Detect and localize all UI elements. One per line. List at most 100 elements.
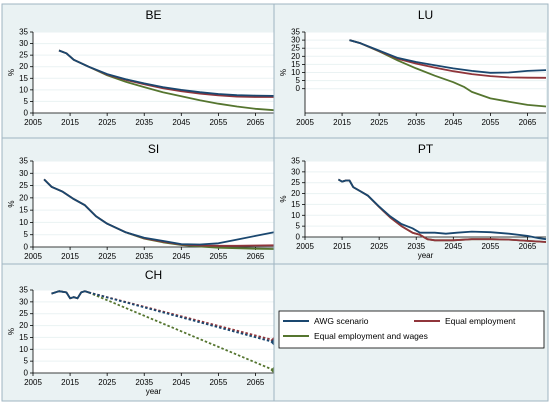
y-axis-label: %: [7, 69, 16, 76]
series-line: [58, 49, 275, 97]
plot-area: [33, 32, 274, 113]
x-tick-label: 2025: [98, 252, 116, 261]
y-tick-label: 25: [19, 181, 28, 190]
x-tick-label: 2005: [296, 118, 314, 127]
x-tick-label: 2065: [247, 118, 265, 127]
panel-title: CH: [145, 268, 162, 282]
x-tick-label: 2045: [172, 118, 190, 127]
x-tick-label: 2025: [98, 118, 116, 127]
y-tick-label: 15: [19, 333, 28, 342]
y-tick-label: 15: [19, 206, 28, 215]
y-tick-label: 5: [296, 222, 301, 231]
plot-area: [33, 161, 274, 247]
y-tick-label: 20: [19, 62, 28, 71]
x-tick-label: 2065: [247, 252, 265, 261]
y-tick-label: 35: [19, 157, 28, 166]
x-tick-label: 2025: [370, 242, 388, 251]
y-tick-label: 10: [291, 211, 300, 220]
y-tick-label: 10: [19, 218, 28, 227]
x-tick-label: 2055: [481, 242, 499, 251]
y-tick-label: 5: [296, 76, 301, 85]
x-tick-label: 2045: [444, 242, 462, 251]
x-tick-label: 2015: [61, 118, 79, 127]
x-axis-label: year: [418, 251, 434, 260]
x-tick-label: 2045: [172, 252, 190, 261]
y-tick-label: 30: [19, 39, 28, 48]
y-tick-label: 35: [19, 28, 28, 37]
y-tick-label: 0: [296, 84, 301, 93]
x-tick-label: 2055: [209, 252, 227, 261]
y-tick-label: 35: [19, 286, 28, 295]
x-tick-label: 2015: [333, 118, 351, 127]
x-tick-label: 2035: [135, 378, 153, 387]
x-tick-label: 2015: [333, 242, 351, 251]
y-tick-label: 10: [291, 68, 300, 77]
y-axis-label: %: [279, 195, 288, 202]
x-tick-label: 2035: [135, 252, 153, 261]
series-line: [43, 178, 275, 246]
y-tick-label: 10: [19, 85, 28, 94]
projection-line: [88, 291, 275, 344]
x-tick-label: 2045: [172, 378, 190, 387]
y-tick-label: 5: [24, 230, 29, 239]
x-tick-label: 2005: [296, 242, 314, 251]
y-tick-label: 20: [291, 189, 300, 198]
x-tick-label: 2025: [98, 378, 116, 387]
x-tick-label: 2055: [209, 378, 227, 387]
y-tick-label: 30: [19, 297, 28, 306]
y-tick-label: 0: [24, 243, 29, 252]
y-tick-label: 5: [24, 97, 29, 106]
legend-label: Equal employment: [445, 316, 516, 326]
legend: AWG scenario Equal employment Equal employ…: [273, 263, 549, 402]
panel-title: LU: [418, 8, 433, 22]
x-tick-label: 2045: [444, 118, 462, 127]
y-tick-label: 0: [24, 109, 29, 118]
x-tick-label: 2035: [407, 242, 425, 251]
y-tick-label: 15: [291, 60, 300, 69]
y-tick-label: 25: [291, 178, 300, 187]
x-tick-label: 2065: [519, 118, 537, 127]
y-tick-label: 20: [19, 193, 28, 202]
x-tick-label: 2055: [209, 118, 227, 127]
series-line: [51, 290, 89, 300]
series-line: [349, 39, 547, 74]
y-tick-label: 15: [19, 74, 28, 83]
y-tick-label: 30: [291, 167, 300, 176]
y-tick-label: 30: [291, 36, 300, 45]
y-axis-label: %: [7, 328, 16, 335]
x-tick-label: 2005: [24, 378, 42, 387]
panel-title: PT: [418, 142, 434, 156]
y-tick-label: 10: [19, 345, 28, 354]
projection-line: [88, 291, 275, 372]
x-tick-label: 2055: [481, 118, 499, 127]
legend-box: [278, 310, 545, 349]
x-tick-label: 2025: [370, 118, 388, 127]
x-tick-label: 2005: [24, 118, 42, 127]
y-tick-label: 0: [24, 369, 29, 378]
x-tick-label: 2005: [24, 252, 42, 261]
y-tick-label: 20: [291, 52, 300, 61]
y-tick-label: 25: [19, 51, 28, 60]
y-axis-label: %: [7, 200, 16, 207]
y-tick-label: 35: [291, 28, 300, 37]
y-tick-label: 35: [291, 157, 300, 166]
x-tick-label: 2065: [519, 242, 537, 251]
legend-label: Equal employment and wages: [314, 331, 428, 341]
legend-label: AWG scenario: [314, 316, 369, 326]
y-tick-label: 20: [19, 321, 28, 330]
y-tick-label: 25: [291, 44, 300, 53]
series-line: [337, 178, 547, 241]
x-tick-label: 2065: [247, 378, 265, 387]
x-axis-label: year: [146, 387, 162, 396]
y-tick-label: 5: [24, 357, 29, 366]
x-tick-label: 2015: [61, 252, 79, 261]
panel-title: SI: [148, 142, 159, 156]
y-tick-label: 25: [19, 309, 28, 318]
y-tick-label: 30: [19, 169, 28, 178]
